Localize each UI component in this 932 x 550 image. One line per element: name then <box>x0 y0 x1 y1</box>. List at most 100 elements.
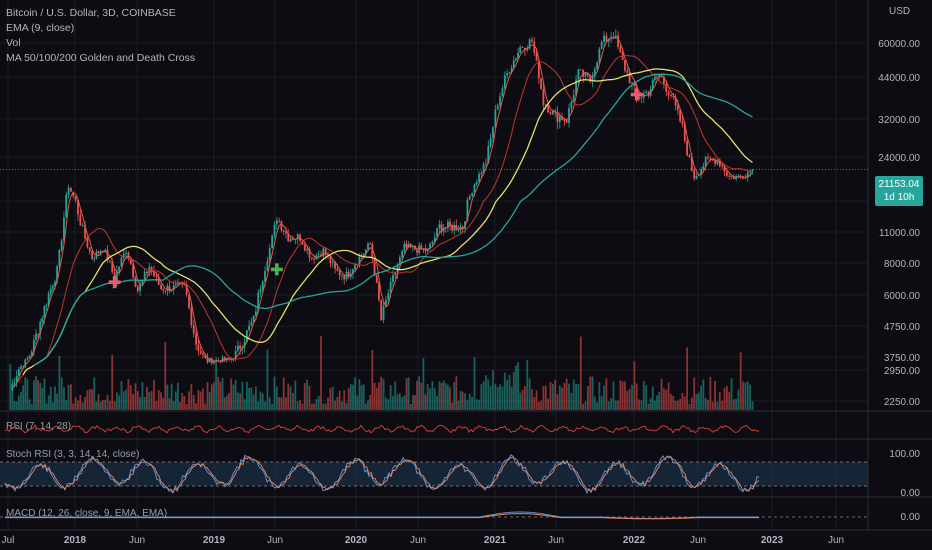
volume-bar <box>120 381 123 410</box>
volume-bar <box>199 391 202 410</box>
volume-bar <box>577 384 580 410</box>
volume-bar <box>148 391 151 410</box>
volume-bar <box>631 385 633 410</box>
candle-body <box>35 334 37 340</box>
x-tick-label: 2023 <box>761 535 784 546</box>
volume-bar <box>554 379 557 410</box>
volume-bar <box>320 336 322 410</box>
volume-bar <box>15 401 18 410</box>
candle-body <box>278 220 281 222</box>
candle-body <box>56 266 59 282</box>
volume-bar <box>26 379 29 410</box>
candle-body <box>392 275 394 282</box>
candle-body <box>591 76 594 82</box>
candle-body <box>674 96 677 106</box>
volume-bar <box>371 349 374 410</box>
volume-bar <box>429 388 431 410</box>
stoch-tick-label: 100.00 <box>889 449 920 460</box>
volume-bar <box>292 392 294 410</box>
volume-bar <box>468 393 471 410</box>
last-price-badge: 21153.04 1d 10h <box>875 176 923 206</box>
volume-bar <box>223 397 226 410</box>
volume-bar <box>225 395 228 410</box>
volume-bar <box>558 385 561 410</box>
volume-bar <box>303 383 306 410</box>
volume-bar <box>146 386 148 410</box>
volume-bar <box>252 394 255 410</box>
candle-body <box>308 249 311 258</box>
volume-bar <box>181 392 184 410</box>
volume-bar <box>51 402 54 410</box>
candle-body <box>556 111 559 122</box>
volume-bar <box>111 354 114 410</box>
volume-bar <box>204 403 207 410</box>
volume-bar <box>422 358 425 410</box>
volume-bar <box>707 399 709 410</box>
candle-body <box>81 224 84 226</box>
volume-bar <box>607 401 610 410</box>
candle-body <box>628 72 631 84</box>
candle-body <box>688 155 691 158</box>
volume-bar <box>280 397 283 410</box>
candle-body <box>431 241 434 244</box>
volume-bar <box>568 383 570 410</box>
candle-body <box>480 173 483 175</box>
candle-body <box>162 289 165 291</box>
volume-bar <box>257 401 260 410</box>
volume-bar <box>728 391 731 410</box>
volume-bar <box>565 378 568 410</box>
volume-bar <box>254 386 257 410</box>
volume-bar <box>654 400 656 410</box>
candle-body <box>250 322 253 326</box>
candle-body <box>195 333 198 345</box>
volume-bar <box>115 392 118 410</box>
volume-bar <box>97 394 100 410</box>
volume-bar <box>72 403 75 410</box>
candle-body <box>572 95 575 102</box>
legend-vol: Vol <box>6 37 21 49</box>
volume-bar <box>709 376 712 410</box>
volume-bar <box>164 342 167 410</box>
candle-body <box>164 290 167 292</box>
candle-body <box>223 357 226 361</box>
candle-body <box>626 70 629 73</box>
volume-bar <box>635 383 638 410</box>
candle-body <box>517 52 519 59</box>
volume-bar <box>86 390 89 410</box>
volume-bar <box>739 352 742 410</box>
volume-bar <box>91 389 94 410</box>
candle-body <box>303 244 306 251</box>
volume-bar <box>716 402 719 410</box>
candle-body <box>570 101 573 109</box>
volume-bar <box>407 377 410 410</box>
candle-body <box>177 283 179 285</box>
candle-body <box>471 193 474 197</box>
candle-body <box>338 270 341 276</box>
volume-bar <box>556 394 559 410</box>
volume-bar <box>162 397 165 410</box>
candle-body <box>153 271 155 277</box>
ma50-line <box>16 55 753 384</box>
volume-bar <box>489 386 492 410</box>
volume-bar <box>442 380 445 410</box>
volume-bar <box>373 382 376 410</box>
volume-bar <box>667 382 670 410</box>
volume-bar <box>638 399 640 410</box>
volume-bar <box>593 396 596 410</box>
candle-body <box>568 108 570 123</box>
candle-body <box>714 159 716 164</box>
candle-body <box>143 271 146 280</box>
candle-body <box>185 284 188 295</box>
candle-body <box>371 244 374 258</box>
candle-body <box>136 286 139 291</box>
candle-body <box>51 286 54 289</box>
candle-body <box>72 191 75 197</box>
volume-bar <box>626 390 629 410</box>
volume-bar <box>125 389 127 410</box>
volume-bar <box>387 399 390 410</box>
volume-bar <box>261 393 264 410</box>
candle-body <box>188 294 190 308</box>
candle-body <box>49 288 52 294</box>
volume-bar <box>99 401 102 410</box>
